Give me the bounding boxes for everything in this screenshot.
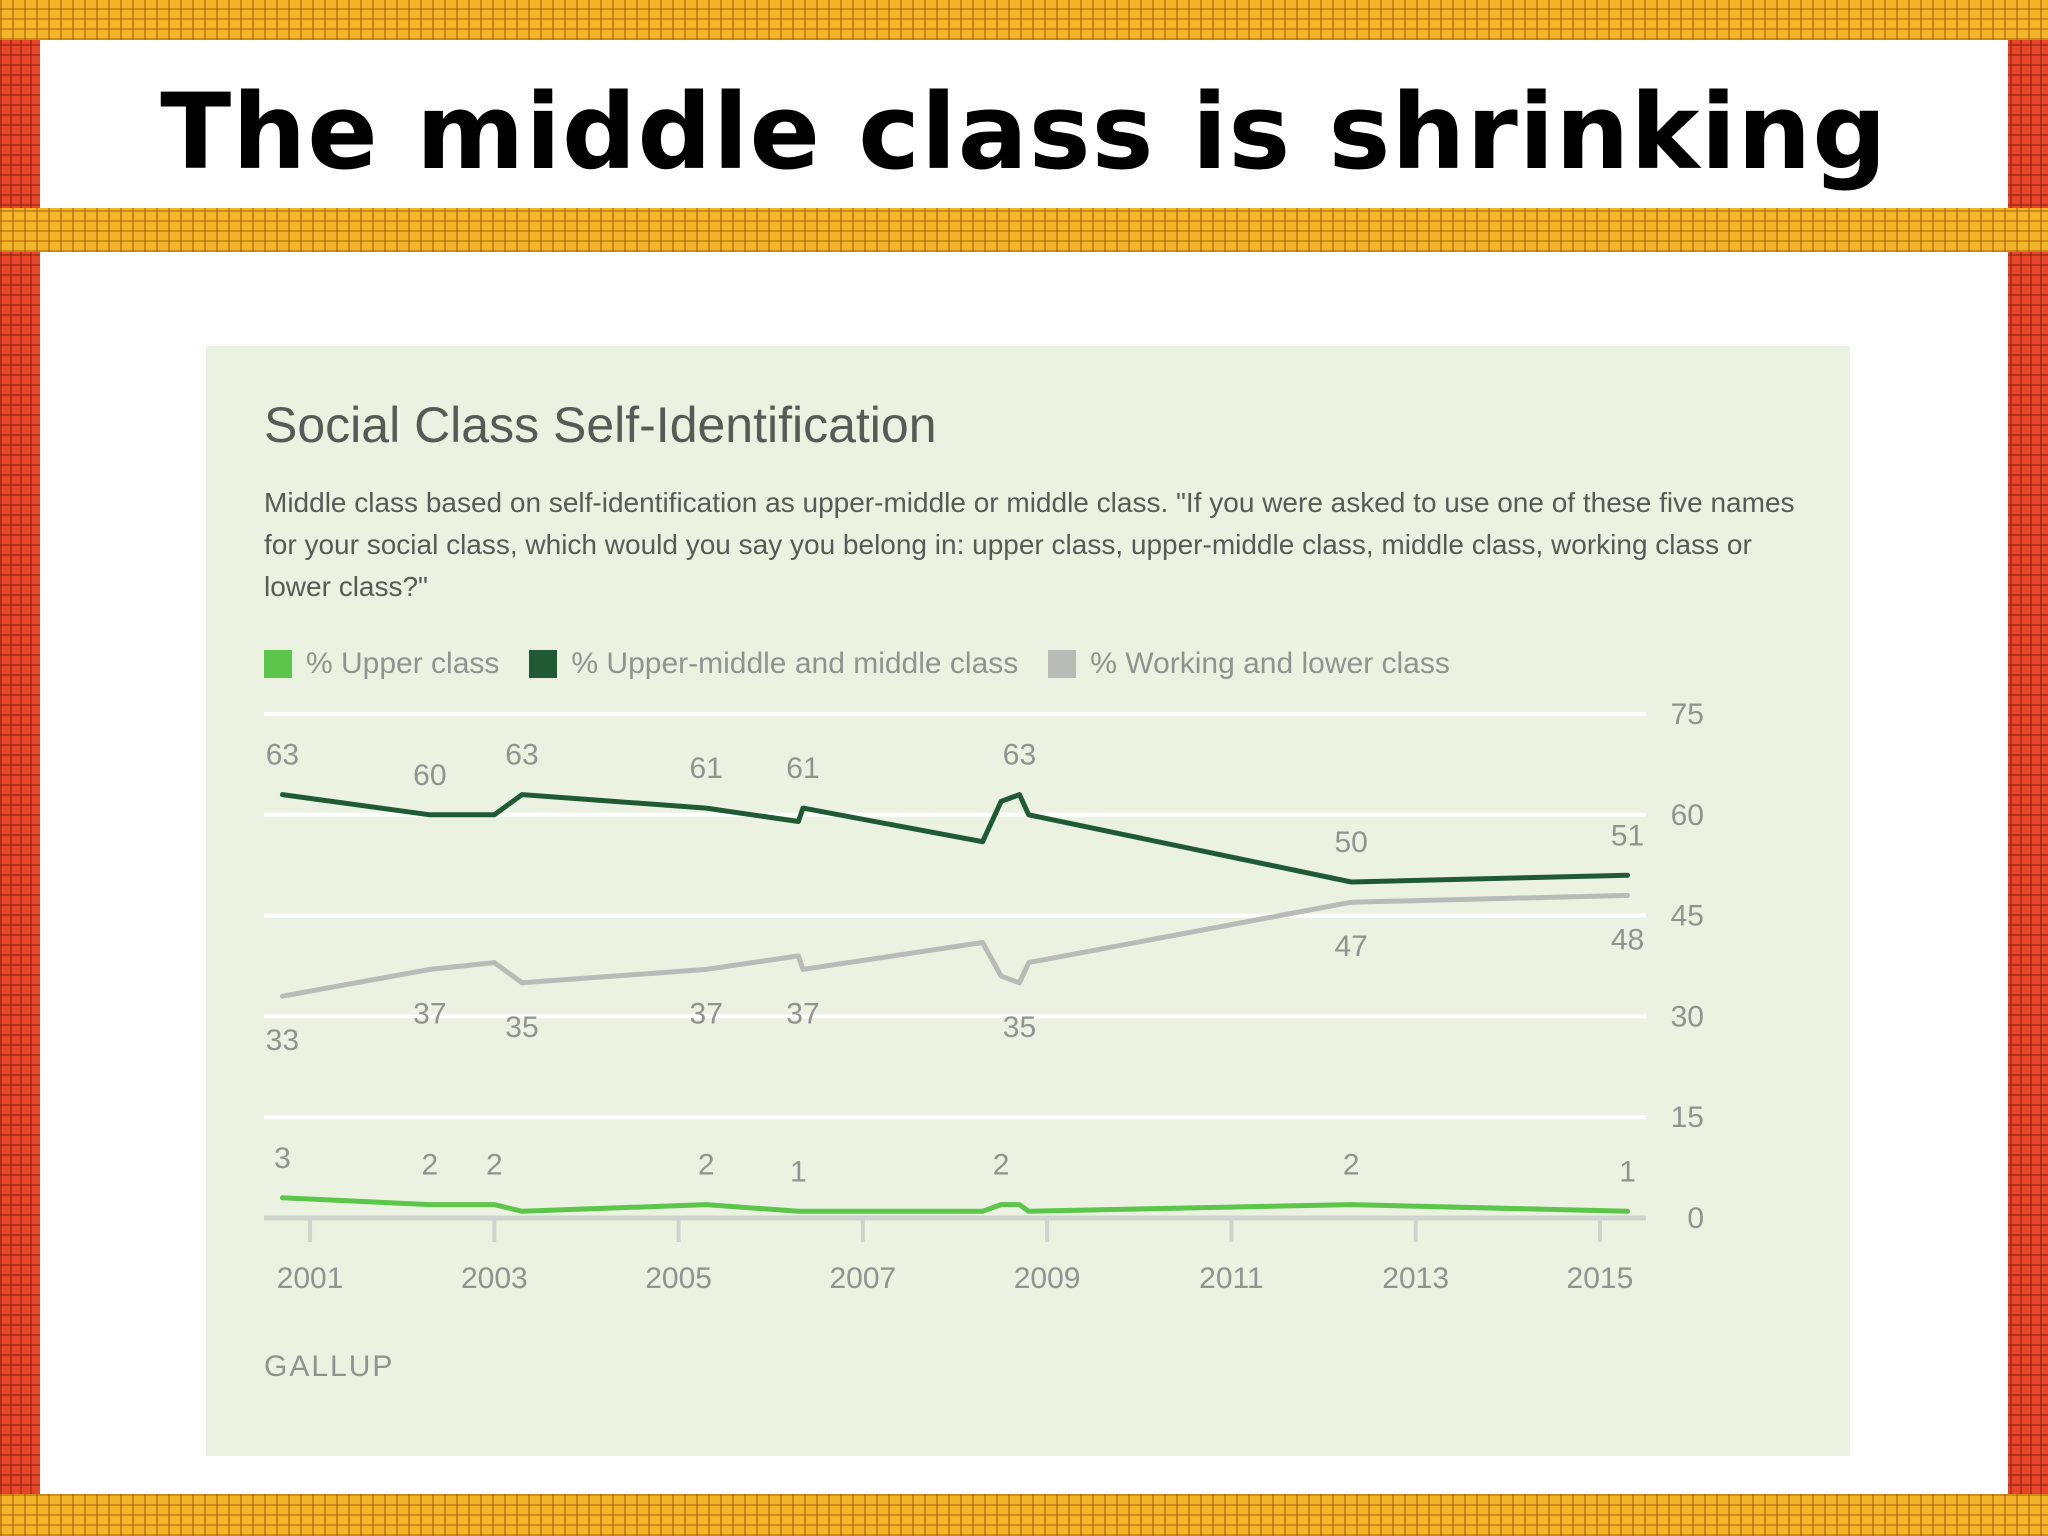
y-tick-label-75: 75 [1671,698,1704,731]
data-label-working-2: 35 [505,1011,538,1044]
x-tick-label-2015: 2015 [1567,1262,1634,1295]
legend-item-middle: % Upper-middle and middle class [529,647,1018,681]
legend-label-upper: % Upper class [306,647,500,680]
series-line-working [279,892,1631,999]
data-label-upper-2: 2 [486,1149,503,1182]
data-label-upper-1: 2 [421,1149,438,1182]
data-label-upper-0: 3 [274,1142,291,1175]
data-label-upper-7: 1 [1619,1155,1636,1188]
data-label-middle-7: 51 [1611,819,1644,852]
x-tick-label-2003: 2003 [461,1262,528,1295]
legend-swatch-upper [264,650,292,678]
series-line-upper [279,1195,1631,1214]
data-label-upper-3: 2 [698,1149,715,1182]
legend-item-upper: % Upper class [264,647,499,681]
line-chart-plot: 0 15 30 45 60 75 2001 2003 2005 2007 2009 2011 2013 2… [264,698,1704,1295]
legend-swatch-middle [529,650,558,678]
middle-decorative-band [0,208,2048,252]
data-label-working-6: 47 [1334,930,1367,963]
data-label-working-1: 37 [413,997,446,1030]
data-label-middle-5: 63 [1003,739,1036,772]
y-tick-label-30: 30 [1671,1000,1704,1033]
data-label-middle-3: 61 [690,752,723,785]
x-tick-label-2007: 2007 [829,1262,896,1295]
chart-source: GALLUP [264,1350,395,1383]
data-label-working-0: 33 [266,1024,299,1057]
y-tick-label-60: 60 [1671,799,1704,832]
title-panel: The middle class is shrinking [40,40,2008,208]
legend-item-working: % Working and lower class [1048,647,1450,681]
bottom-decorative-band [0,1494,2048,1536]
chart-title: Social Class Self-Identification [264,397,937,453]
x-tick-label-2009: 2009 [1014,1262,1081,1295]
series-line-middle [279,792,1631,885]
chart-legend: % Upper class % Upper-middle and middle … [264,644,1480,684]
slide-title: The middle class is shrinking [160,71,1888,193]
y-tick-label-45: 45 [1671,900,1704,933]
x-tick-label-2001: 2001 [277,1262,344,1295]
legend-label-working: % Working and lower class [1090,647,1450,680]
data-label-middle-6: 50 [1334,826,1367,859]
y-tick-label-0: 0 [1687,1202,1704,1235]
data-label-middle-1: 60 [413,759,446,792]
data-label-working-5: 35 [1003,1011,1036,1044]
x-tick-label-2013: 2013 [1382,1262,1449,1295]
data-label-middle-0: 63 [266,739,299,772]
legend-label-middle: % Upper-middle and middle class [571,647,1019,680]
y-tick-label-15: 15 [1671,1101,1704,1134]
chart-card: Social Class Self-Identification Middle … [206,346,1850,1456]
data-label-working-4: 37 [786,997,819,1030]
x-tick-label-2011: 2011 [1199,1262,1264,1295]
x-tick-label-2005: 2005 [645,1262,712,1295]
data-label-upper-4: 1 [790,1155,807,1188]
data-label-upper-5: 2 [993,1149,1010,1182]
data-label-middle-2: 63 [505,739,538,772]
top-decorative-band [0,0,2048,40]
data-label-middle-4: 61 [786,752,819,785]
chart-subtitle: Middle class based on self-identificatio… [264,487,1795,602]
data-label-working-7: 48 [1611,923,1644,956]
data-label-upper-6: 2 [1343,1149,1360,1182]
legend-swatch-working [1048,650,1077,678]
data-label-working-3: 37 [690,997,723,1030]
